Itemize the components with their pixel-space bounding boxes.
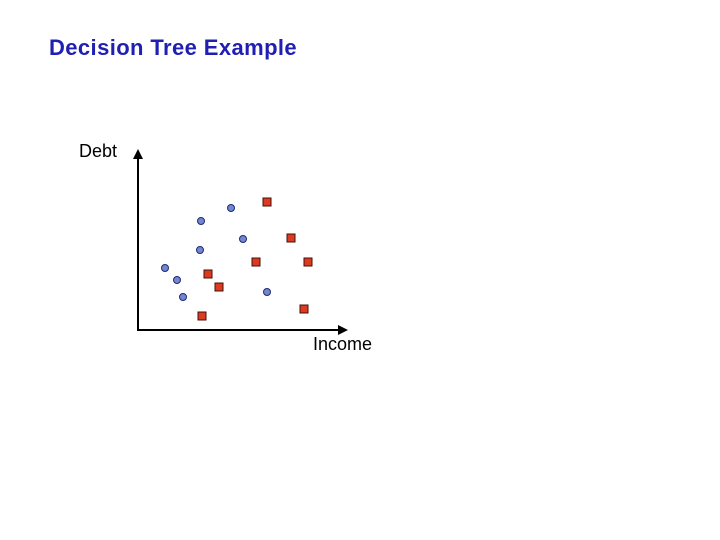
slide-title: Decision Tree Example <box>49 35 298 60</box>
data-point-circle <box>227 204 235 213</box>
data-point-square <box>214 282 224 292</box>
x-axis-line <box>137 329 340 331</box>
y-axis-arrow-icon <box>133 149 143 159</box>
scatter-plot-area <box>138 151 347 331</box>
data-point-circle <box>173 276 182 285</box>
data-point-square <box>197 311 207 321</box>
y-axis-label: Debt <box>79 141 118 161</box>
data-point-square <box>286 233 296 243</box>
data-point-circle <box>262 288 271 297</box>
data-point-square <box>251 257 261 267</box>
x-axis-arrow-icon <box>338 325 348 335</box>
data-point-square <box>262 197 272 207</box>
data-point-circle <box>196 216 205 225</box>
data-point-square <box>303 257 313 267</box>
data-point-circle <box>178 293 187 302</box>
data-point-circle <box>196 246 205 255</box>
data-point-square <box>203 269 213 279</box>
data-point-square <box>299 304 309 314</box>
x-axis-label: Income <box>313 334 373 354</box>
data-point-circle <box>238 234 247 243</box>
y-axis-line <box>137 158 139 331</box>
data-point-circle <box>160 264 169 273</box>
